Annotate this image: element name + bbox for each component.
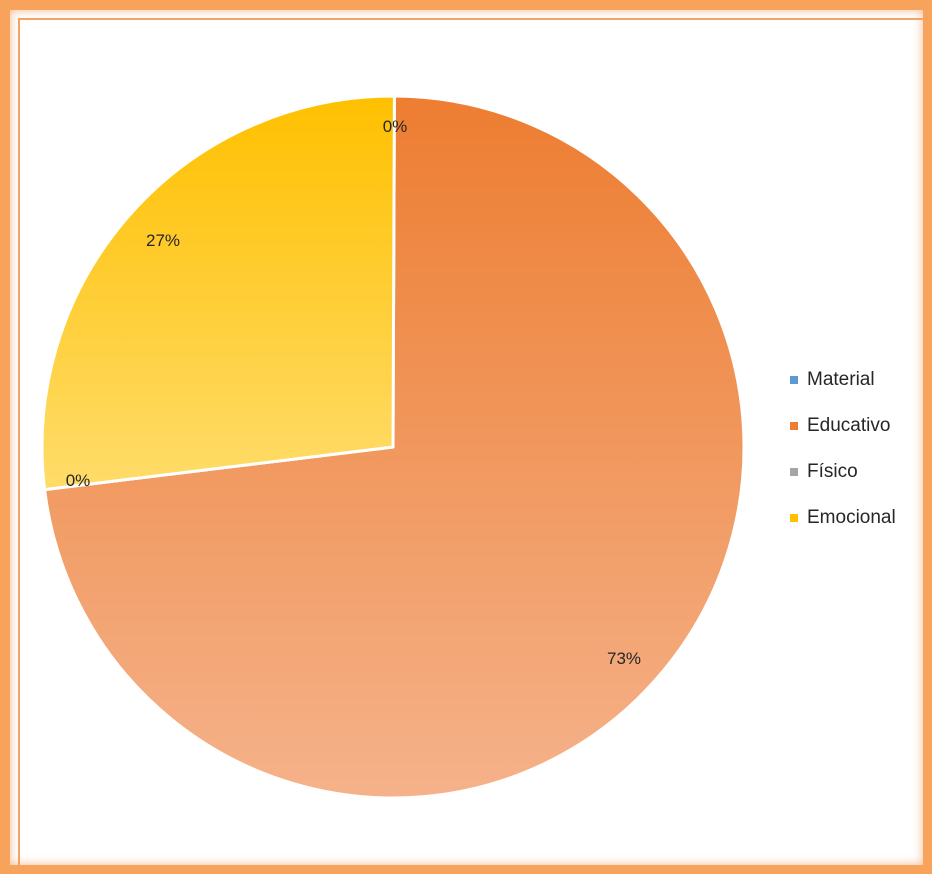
pie-slice-emocional [40, 94, 396, 492]
pie-labels: 0% 73% 0% 27% [66, 117, 641, 668]
pie-label-emocional: 27% [146, 231, 180, 250]
legend-swatch-material [790, 375, 798, 384]
legend-item-material: Material [790, 368, 896, 391]
legend-label-fisico: Físico [807, 460, 858, 482]
legend: Material Educativo Físico Emocional [790, 368, 896, 552]
legend-item-emocional: Emocional [790, 506, 896, 529]
pie-label-fisico: 0% [66, 471, 91, 490]
legend-swatch-educativo [790, 421, 798, 430]
legend-label-material: Material [807, 368, 875, 390]
legend-swatch-emocional [790, 513, 798, 522]
pie-slices [40, 94, 746, 800]
legend-label-educativo: Educativo [807, 414, 891, 436]
pie-label-material: 0% [383, 117, 408, 136]
legend-swatch-fisico [790, 467, 798, 476]
legend-item-educativo: Educativo [790, 414, 896, 437]
legend-item-fisico: Físico [790, 460, 896, 483]
pie-label-educativo: 73% [607, 649, 641, 668]
legend-label-emocional: Emocional [807, 506, 896, 528]
